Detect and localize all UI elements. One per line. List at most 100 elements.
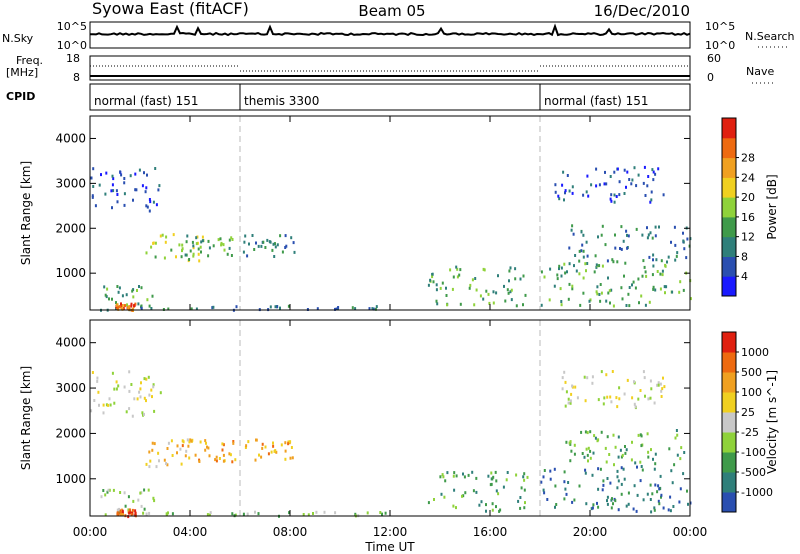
data-cell (627, 234, 630, 238)
data-cell (526, 475, 529, 479)
data-cell (607, 291, 610, 295)
data-cell (453, 488, 456, 492)
data-cell (164, 240, 167, 244)
colorbar-swatch (722, 118, 736, 139)
data-cell (564, 191, 566, 195)
data-cell (165, 235, 168, 239)
data-cell (609, 395, 612, 399)
data-cell (140, 286, 143, 290)
data-cell (154, 167, 157, 170)
data-cell (267, 452, 270, 456)
data-cell (662, 506, 665, 510)
data-cell (649, 379, 652, 383)
data-cell (121, 509, 124, 513)
data-cell (212, 244, 215, 248)
data-cell (633, 402, 636, 406)
data-cell (568, 246, 571, 250)
data-cell (254, 458, 257, 462)
data-cell (381, 512, 383, 516)
data-cell (134, 513, 137, 517)
data-cell (229, 453, 232, 457)
data-cell (657, 499, 660, 503)
data-cell (605, 373, 608, 377)
data-cell (148, 393, 151, 397)
data-cell (449, 268, 452, 272)
nave-tick-bottom: 0 (707, 71, 714, 84)
data-cell (652, 258, 654, 262)
data-cell (180, 255, 183, 259)
data-cell (494, 470, 497, 474)
data-cell (540, 303, 543, 307)
data-cell (127, 508, 130, 512)
data-cell (151, 441, 154, 445)
data-cell (669, 509, 672, 513)
data-cell (623, 192, 626, 195)
data-cell (257, 512, 260, 516)
data-cell (598, 264, 601, 268)
data-cell (245, 444, 248, 448)
cpid-panel: CPID normal (fast) 151 themis 3300 normal … (6, 83, 691, 111)
data-cell (453, 471, 456, 475)
data-cell (614, 445, 617, 449)
data-cell (569, 401, 572, 405)
nsky-tick-top: 10^5 (57, 20, 87, 33)
data-cell (656, 383, 659, 387)
data-cell (566, 270, 568, 274)
data-cell (591, 506, 594, 510)
data-cell (651, 236, 654, 240)
data-cell (145, 399, 147, 403)
x-tick-label: 04:00 (173, 525, 208, 539)
data-cell (149, 200, 152, 204)
data-cell (93, 399, 96, 402)
data-cell (640, 294, 643, 298)
data-cell (197, 247, 200, 251)
data-cell (548, 298, 551, 302)
data-cell (625, 185, 627, 189)
data-cell (153, 409, 156, 413)
data-cell (654, 288, 657, 292)
data-cell (258, 453, 260, 457)
colorbar-tick-label: 16 (741, 211, 755, 224)
data-cell (130, 304, 133, 308)
data-cell (598, 293, 601, 296)
data-cell (272, 444, 275, 448)
data-cell (143, 396, 146, 400)
data-cell (473, 303, 476, 307)
data-cell (261, 442, 264, 446)
data-cell (185, 449, 188, 453)
data-cell (654, 225, 657, 229)
data-cell (652, 285, 655, 289)
nsky-label: N.Sky (2, 32, 34, 45)
data-cell (561, 376, 564, 380)
data-cell (672, 505, 675, 508)
data-cell (602, 402, 605, 406)
data-cell (124, 304, 126, 308)
data-cell (284, 457, 287, 461)
data-cell (158, 459, 160, 463)
data-cell (222, 443, 225, 447)
nsearch-tick-top: 10^5 (705, 20, 735, 33)
data-cell (139, 491, 142, 495)
data-cell (585, 447, 588, 451)
data-cell (276, 243, 279, 247)
data-cell (104, 513, 107, 517)
velocity-panel: 1000 2000 3000 4000 Slant Range [km] (19, 319, 692, 519)
colorbar-swatch (722, 256, 736, 277)
colorbar-swatch (722, 177, 736, 198)
data-cell (223, 248, 226, 252)
data-cell (152, 241, 155, 245)
data-cell (90, 176, 93, 180)
data-cell (138, 168, 141, 172)
data-cell (102, 403, 105, 407)
data-cell (563, 262, 566, 266)
data-cell (366, 511, 369, 515)
data-cell (204, 448, 207, 452)
data-cell (145, 251, 148, 255)
data-cell (131, 289, 134, 293)
data-cell (653, 401, 656, 405)
data-cell (609, 175, 612, 178)
freq-label-1: Freq. (16, 54, 43, 67)
data-cell (372, 307, 375, 311)
data-cell (519, 506, 522, 510)
data-cell (522, 274, 525, 278)
